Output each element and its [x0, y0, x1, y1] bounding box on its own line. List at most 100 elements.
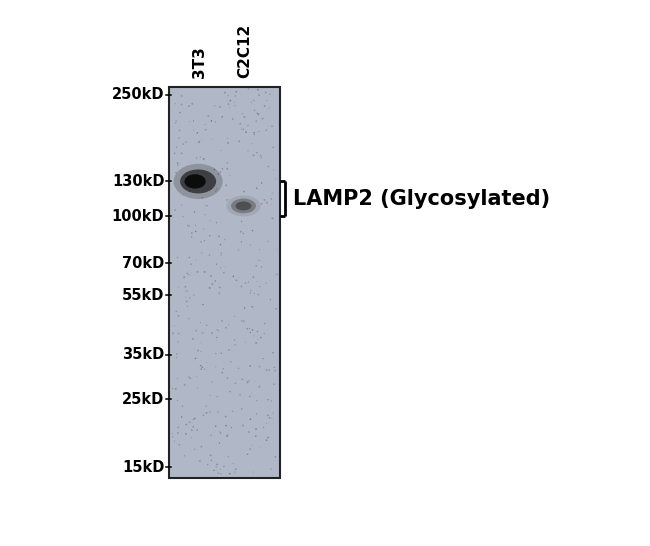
Point — [174, 126, 185, 135]
Point — [177, 200, 187, 209]
Point — [197, 193, 207, 202]
Point — [256, 153, 266, 162]
Point — [181, 138, 191, 146]
Point — [244, 376, 255, 385]
Point — [171, 116, 181, 125]
Point — [217, 112, 228, 121]
Point — [209, 102, 220, 110]
Point — [266, 396, 277, 405]
Point — [221, 422, 231, 430]
Point — [196, 318, 206, 327]
Point — [247, 326, 257, 335]
Point — [234, 273, 244, 282]
Point — [170, 118, 181, 127]
Point — [186, 434, 196, 442]
Point — [249, 130, 259, 139]
Point — [254, 363, 265, 371]
Point — [251, 425, 261, 434]
Point — [251, 262, 261, 270]
Point — [187, 229, 197, 238]
Point — [252, 109, 263, 118]
Point — [222, 159, 233, 168]
Point — [250, 377, 260, 386]
Point — [204, 251, 214, 259]
Point — [239, 112, 250, 121]
Point — [168, 384, 178, 393]
Point — [214, 283, 225, 292]
Point — [242, 378, 253, 387]
Point — [245, 445, 255, 454]
Point — [258, 423, 268, 432]
Point — [230, 92, 240, 100]
Point — [174, 329, 184, 338]
Point — [267, 189, 278, 198]
Point — [214, 438, 225, 447]
Point — [174, 283, 184, 292]
Point — [204, 283, 214, 292]
Point — [246, 286, 256, 295]
FancyBboxPatch shape — [170, 86, 280, 478]
Point — [229, 98, 240, 106]
Point — [229, 101, 240, 110]
Point — [252, 277, 262, 286]
Point — [238, 421, 248, 430]
Point — [172, 375, 183, 383]
Point — [248, 151, 259, 159]
Point — [263, 395, 273, 404]
Point — [224, 171, 235, 180]
Point — [266, 194, 276, 203]
Point — [180, 282, 190, 291]
Point — [187, 99, 198, 108]
Point — [197, 363, 207, 371]
Point — [184, 373, 194, 382]
Point — [265, 276, 276, 284]
Point — [265, 295, 276, 304]
Point — [250, 106, 260, 115]
Point — [191, 327, 202, 335]
Point — [184, 222, 194, 230]
Point — [184, 270, 194, 279]
Point — [195, 153, 205, 162]
Point — [261, 278, 271, 287]
Point — [198, 155, 209, 163]
Point — [216, 249, 227, 258]
Point — [261, 366, 272, 375]
Point — [247, 139, 257, 148]
Point — [246, 389, 257, 398]
Point — [200, 120, 210, 129]
Point — [224, 346, 234, 354]
Point — [233, 246, 244, 254]
Point — [215, 429, 226, 437]
Point — [182, 287, 192, 295]
Point — [231, 276, 242, 285]
Point — [216, 251, 226, 259]
Point — [211, 218, 222, 227]
Point — [220, 235, 230, 244]
Point — [248, 468, 259, 477]
Point — [194, 138, 205, 146]
Point — [196, 347, 206, 356]
Ellipse shape — [174, 164, 223, 199]
Point — [198, 329, 208, 337]
Point — [223, 91, 233, 100]
Point — [236, 282, 246, 291]
Point — [225, 96, 235, 105]
Point — [203, 112, 213, 121]
Point — [224, 100, 234, 109]
Point — [196, 238, 206, 246]
Point — [214, 428, 225, 436]
Point — [239, 304, 250, 312]
Point — [169, 437, 179, 446]
Point — [171, 307, 181, 316]
Point — [224, 103, 235, 112]
Point — [200, 268, 210, 276]
Point — [263, 433, 274, 442]
Point — [190, 414, 200, 423]
Point — [181, 297, 192, 306]
Point — [190, 227, 201, 236]
Point — [202, 460, 213, 469]
Point — [191, 256, 202, 264]
Point — [264, 104, 274, 112]
Point — [178, 140, 188, 149]
Point — [246, 441, 257, 449]
